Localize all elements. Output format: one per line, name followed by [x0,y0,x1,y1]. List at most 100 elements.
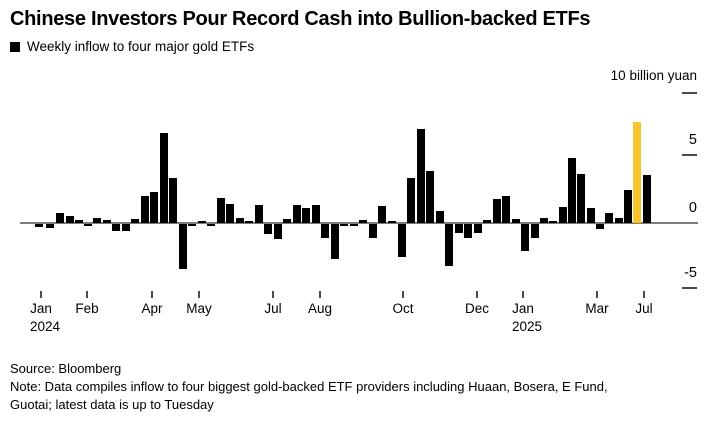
bar [483,220,491,223]
y-axis-tick [682,92,697,94]
bar [160,133,168,223]
bar [302,208,310,223]
bar [624,190,632,223]
x-axis-tick [522,291,524,298]
bar [75,219,83,223]
x-axis-tick [86,291,88,298]
bar [46,224,54,229]
x-axis-tick [319,291,321,298]
y-axis-tick-label: 5 [688,132,697,148]
bar [596,224,604,230]
x-axis-tick-label: Oct [392,301,414,316]
bar [207,224,215,226]
bar [455,224,463,233]
bar [283,218,291,223]
x-axis-tick-label: Dec [464,301,489,316]
bar [150,191,158,223]
bar [436,210,444,223]
source-text: Source: Bloomberg [10,361,122,376]
bar [217,197,225,223]
bar [112,224,120,231]
bar [540,217,548,223]
bar [103,220,111,223]
bar [577,174,585,223]
bar [512,218,520,223]
x-axis-year-label: 2025 [511,319,543,334]
bar [493,198,501,223]
x-axis-tick [476,291,478,298]
x-axis-tick [643,291,645,298]
bar [474,224,482,233]
y-axis-tick-label: -5 [684,265,697,281]
bar [131,218,139,223]
bar [531,224,539,238]
bar [84,224,92,226]
bar [293,205,301,223]
y-axis-tick [682,287,697,289]
legend-swatch-icon [10,41,20,52]
bar [417,129,425,223]
bar [236,217,244,223]
x-axis-tick-label: Jul [264,301,282,316]
bar [188,224,196,227]
bar [445,224,453,267]
bar [66,215,74,223]
bar [398,224,406,257]
bar [359,219,367,223]
x-axis-tick [402,291,404,298]
bar [274,224,282,239]
bar [464,224,472,238]
x-axis-tick [198,291,200,298]
chart-footer: Source: Bloomberg Note: Data compiles in… [10,360,710,414]
x-axis-tick-label: Jan [512,301,534,316]
note-text-line2: Guotai; latest data is up to Tuesday [10,397,214,412]
x-axis-tick-label: Jul [635,301,653,316]
x-axis-tick [596,291,598,298]
bar [568,157,576,223]
x-axis-tick-label: Apr [141,301,163,316]
bar [169,178,177,223]
bar [179,224,187,269]
bar [312,205,320,223]
zero-axis-line [20,222,698,224]
x-axis-tick-label: Mar [585,301,609,316]
bar [559,207,567,223]
x-axis-tick-label: May [186,301,212,316]
bar [122,224,130,231]
bar [198,220,206,223]
bar [331,224,339,260]
bar [605,213,613,223]
bar [255,205,263,223]
bar [643,175,651,223]
bar [226,203,234,223]
legend: Weekly inflow to four major gold ETFs [10,39,254,54]
bar [35,224,43,227]
bar [521,224,529,252]
x-axis-tick [151,291,153,298]
legend-label: Weekly inflow to four major gold ETFs [27,39,255,54]
x-axis-tick-label: Jan [30,301,52,316]
bar [388,220,396,223]
bar [369,224,377,238]
bar [426,170,434,223]
x-axis-tick [272,291,274,298]
bar [615,217,623,223]
bar [340,224,348,226]
bar [378,206,386,223]
bar [141,195,149,223]
bar [56,212,64,223]
bar [93,217,101,223]
x-axis-tick-label: Feb [75,301,99,316]
bar [587,208,595,223]
bar [502,196,510,223]
bar [350,224,358,226]
y-axis-tick-label: 0 [688,200,697,216]
y-axis-unit-label: 10 billion yuan [610,68,697,83]
bar [245,220,253,223]
x-axis-tick-label: Aug [307,301,333,316]
chart-title: Chinese Investors Pour Record Cash into … [10,8,591,30]
bar [407,178,415,223]
bar [264,224,272,235]
highlighted-bar [633,121,641,223]
